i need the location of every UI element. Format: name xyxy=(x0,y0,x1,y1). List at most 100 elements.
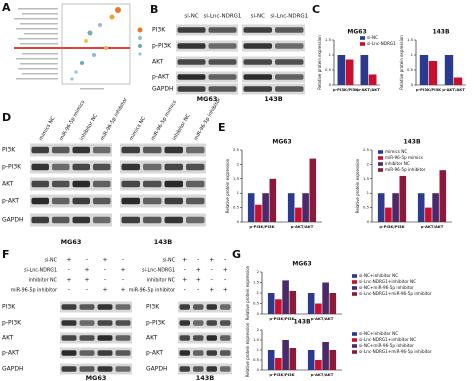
condition-label: miR-96-5p inhibitor xyxy=(11,288,57,294)
protein-label: GAPDH xyxy=(146,366,168,373)
protein-label: p-AKT xyxy=(2,350,19,357)
condition-sign: + xyxy=(209,257,214,264)
legend-label: miR-96-5p inhibitor xyxy=(385,167,426,172)
bar xyxy=(419,55,429,85)
lane-label: si-NC xyxy=(251,14,265,20)
bar xyxy=(275,358,282,370)
condition-sign: - xyxy=(86,287,88,294)
protein-label: p-PI3K xyxy=(2,320,22,327)
legend-swatch xyxy=(352,344,357,348)
blot-strip xyxy=(120,213,206,227)
blot-strip xyxy=(176,24,238,36)
condition-sign: - xyxy=(122,257,124,264)
blot-strip xyxy=(178,363,232,375)
condition-sign: + xyxy=(223,287,228,294)
protein-label: p-PI3K xyxy=(146,320,166,327)
condition-sign: + xyxy=(120,287,125,294)
legend-label: si-Lnc-NDRG1 xyxy=(367,41,396,46)
blot-band xyxy=(186,163,205,171)
blot-band xyxy=(206,335,217,341)
legend-swatch xyxy=(352,292,357,296)
bar xyxy=(309,158,317,222)
blot-band xyxy=(97,320,113,326)
bar xyxy=(289,348,297,370)
bar xyxy=(289,290,297,314)
blot-band xyxy=(206,350,217,356)
bar xyxy=(329,293,337,314)
blot-band xyxy=(186,180,205,188)
bar xyxy=(302,193,309,222)
blot-band xyxy=(220,304,231,310)
blot-band xyxy=(243,74,272,80)
x-tick-label: p-PI3K/PI3K xyxy=(416,87,442,92)
chart-title: 143B xyxy=(403,139,421,146)
legend-label: si-Lnc-NDRG1+miR-96-5p inhibitor xyxy=(359,349,432,354)
condition-sign: + xyxy=(102,287,107,294)
blot-band xyxy=(143,197,162,205)
bar xyxy=(307,293,315,314)
condition-sign: - xyxy=(184,267,186,274)
legend-swatch xyxy=(378,156,383,160)
y-tick-label: 1 xyxy=(329,52,332,57)
condition-label: inhibitor NC xyxy=(29,278,58,284)
cell-line-label: MG63 xyxy=(197,95,218,103)
blot-band xyxy=(193,304,204,310)
blot-band xyxy=(72,146,90,154)
x-tick-label: p-AKT/AKT xyxy=(311,316,334,321)
blot-band xyxy=(79,335,95,341)
blot-band xyxy=(31,216,49,224)
bar xyxy=(315,360,322,370)
blot-strip xyxy=(60,332,132,344)
condition-sign: - xyxy=(197,257,199,264)
blot-band xyxy=(31,180,49,188)
condition-sign: + xyxy=(84,267,89,274)
blot-band xyxy=(72,216,90,224)
blot-band xyxy=(179,350,190,356)
condition-sign: + xyxy=(66,257,71,264)
blot-band xyxy=(193,335,204,341)
legend-swatch xyxy=(352,332,357,336)
blot-band xyxy=(61,350,77,356)
blot-band xyxy=(97,304,113,310)
condition-sign: - xyxy=(224,257,226,264)
bar xyxy=(439,170,447,222)
protein-label: AKT xyxy=(146,335,158,342)
bar xyxy=(282,280,289,314)
protein-label: PI3K xyxy=(2,304,16,311)
x-tick-label: p-PI3K/PI3K xyxy=(333,87,359,92)
condition-sign: + xyxy=(209,287,214,294)
blot-strip xyxy=(178,332,232,344)
blot-strip xyxy=(242,24,305,36)
lane-label: inhibitor NC xyxy=(79,113,99,142)
x-tick-label: p-PI3K/PI3K xyxy=(249,224,275,229)
condition-sign: + xyxy=(66,277,71,284)
blot-band xyxy=(72,197,90,205)
blot-band xyxy=(115,335,131,341)
blot-band xyxy=(206,366,217,372)
condition-sign: + xyxy=(182,277,187,284)
blot-band xyxy=(193,366,204,372)
blot-band xyxy=(79,320,95,326)
y-tick-label: 2 xyxy=(257,269,260,274)
condition-label: si-NC xyxy=(162,258,175,264)
lane-label: miR-96-5p inhibitor xyxy=(193,96,223,142)
blot-band xyxy=(121,146,140,154)
y-tick-label: 0 xyxy=(411,82,414,87)
cell-line-label: 143B xyxy=(196,374,215,381)
y-tick-label: 0.5 xyxy=(363,205,370,210)
legend-label: si-NC+inhibitor NC xyxy=(359,273,398,278)
condition-sign: - xyxy=(68,287,70,294)
bar xyxy=(287,193,295,222)
blot-band xyxy=(220,350,231,356)
bar xyxy=(255,204,262,222)
legend-swatch xyxy=(352,286,357,290)
legend-swatch xyxy=(360,36,365,40)
protein-label: p-AKT xyxy=(152,74,169,81)
cell-line-label: 143B xyxy=(264,95,283,103)
blot-band xyxy=(193,320,204,326)
x-tick-label: p-AKT/AKT xyxy=(421,224,444,229)
blot-strip xyxy=(176,56,238,68)
blot-band xyxy=(164,163,183,171)
blot-band xyxy=(186,216,205,224)
blot-band xyxy=(115,350,131,356)
